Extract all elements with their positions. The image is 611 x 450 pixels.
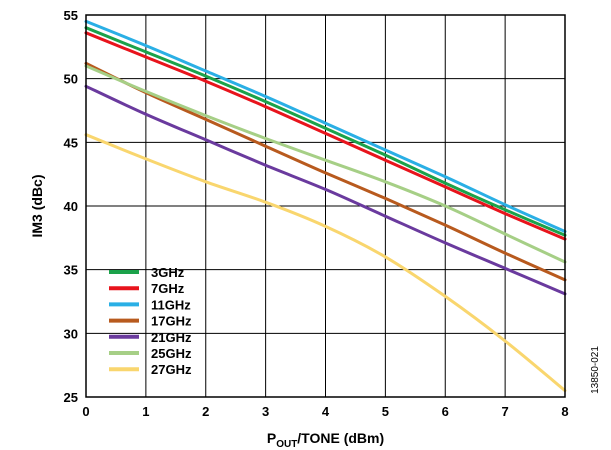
legend-label-21GHz: 21GHz	[151, 330, 192, 345]
x-tick-label-6: 6	[442, 404, 449, 419]
x-tick-label-1: 1	[142, 404, 149, 419]
series-line-11GHz	[84, 19, 567, 233]
y-tick-label-2: 35	[64, 263, 78, 278]
series-line-27GHz	[84, 133, 567, 393]
y-tick-label-3: 40	[64, 199, 78, 214]
x-tick-label-8: 8	[561, 404, 568, 419]
series-line-21GHz	[84, 84, 567, 296]
legend-item-11GHz: 11GHz	[109, 297, 191, 312]
series-line-17GHz	[84, 61, 567, 282]
legend-label-7GHz: 7GHz	[151, 281, 185, 296]
legend-label-27GHz: 27GHz	[151, 362, 192, 377]
legend-label-25GHz: 25GHz	[151, 346, 192, 361]
y-tick-label-5: 50	[64, 72, 78, 87]
x-tick-label-0: 0	[82, 404, 89, 419]
y-tick-label-0: 25	[64, 390, 78, 405]
x-tick-label-3: 3	[262, 404, 269, 419]
figure-id: 13850-021	[590, 346, 601, 394]
series-line-7GHz	[84, 31, 567, 241]
legend-label-3GHz: 3GHz	[151, 265, 185, 280]
x-axis-title: POUT/TONE (dBm)	[267, 430, 384, 450]
legend-item-17GHz: 17GHz	[109, 314, 192, 329]
y-tick-label-6: 55	[64, 8, 78, 23]
series-lines	[84, 19, 567, 393]
legend-label-17GHz: 17GHz	[151, 314, 192, 329]
legend-item-25GHz: 25GHz	[109, 346, 192, 361]
x-axis-title-rest: /TONE (dBm)	[297, 430, 384, 446]
series-line-25GHz	[84, 64, 567, 264]
x-axis-title-main: P	[267, 430, 276, 446]
y-tick-label-1: 30	[64, 326, 78, 341]
x-tick-label-5: 5	[382, 404, 389, 419]
plot-frame	[85, 14, 566, 398]
legend-item-21GHz: 21GHz	[109, 330, 192, 345]
legend-label-11GHz: 11GHz	[151, 297, 191, 312]
x-axis-title-subscript: OUT	[276, 439, 297, 450]
y-axis-title: IM3 (dBc)	[29, 175, 45, 238]
x-tick-label-2: 2	[202, 404, 209, 419]
y-tick-labels: 25 30 35 40 45 50 55	[64, 8, 78, 405]
y-tick-label-4: 45	[64, 135, 78, 150]
x-tick-label-7: 7	[502, 404, 509, 419]
series-line-3GHz	[84, 26, 567, 237]
x-tick-label-4: 4	[322, 404, 330, 419]
legend-item-27GHz: 27GHz	[109, 362, 192, 377]
legend-item-7GHz: 7GHz	[109, 281, 185, 296]
x-tick-labels: 0 1 2 3 4 5 6 7 8	[82, 404, 568, 419]
legend-item-3GHz: 3GHz	[109, 265, 185, 280]
